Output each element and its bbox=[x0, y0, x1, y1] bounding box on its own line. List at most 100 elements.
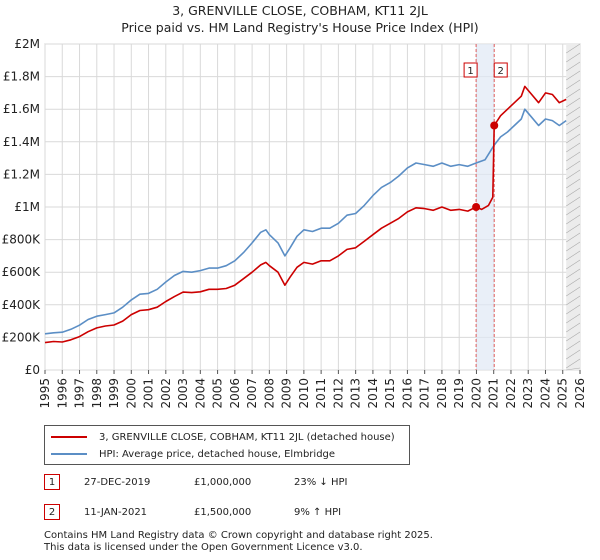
x-tick-label: 2022 bbox=[504, 378, 518, 409]
forecast-hatch bbox=[566, 259, 581, 270]
forecast-hatch bbox=[566, 232, 581, 243]
legend-label-property: 3, GRENVILLE CLOSE, COBHAM, KT11 2JL (de… bbox=[99, 431, 395, 443]
sale-point-2 bbox=[490, 121, 499, 130]
y-tick-label: £1.4M bbox=[3, 135, 40, 149]
sale-date-1: 27-DEC-2019 bbox=[84, 476, 151, 488]
x-tick-label: 2000 bbox=[124, 378, 138, 409]
x-tick-label: 2012 bbox=[331, 378, 345, 409]
sale-price-1: £1,000,000 bbox=[194, 476, 252, 488]
x-tick-label: 2007 bbox=[245, 378, 259, 409]
sale-price-2: £1,500,000 bbox=[194, 506, 252, 518]
series-lines bbox=[44, 85, 567, 344]
x-tick-label: 2015 bbox=[383, 378, 397, 409]
forecast-hatch bbox=[566, 268, 581, 279]
forecast-hatch bbox=[566, 142, 581, 153]
x-tick-label: 2011 bbox=[314, 378, 328, 409]
forecast-hatch bbox=[566, 115, 581, 126]
footer: Contains HM Land Registry data © Crown c… bbox=[44, 530, 433, 554]
x-tick-label: 2005 bbox=[211, 378, 225, 409]
x-tick-label: 2003 bbox=[176, 378, 190, 409]
x-tick-label: 2016 bbox=[400, 378, 414, 409]
forecast-hatch bbox=[566, 214, 581, 225]
forecast-hatch bbox=[566, 43, 581, 54]
x-axis: 1995 1996 1997 1998 1999 2000 2001 2002 2003 2004… bbox=[38, 370, 587, 409]
forecast-hatch bbox=[566, 331, 581, 342]
y-tick-label: £1.6M bbox=[3, 102, 40, 116]
legend-item-hpi: HPI: Average price, detached house, Elmb… bbox=[51, 446, 335, 462]
y-tick-label: £1.8M bbox=[3, 70, 40, 84]
y-tick-label: £2M bbox=[14, 37, 40, 51]
x-tick-label: 2002 bbox=[159, 378, 173, 409]
legend-swatch-property bbox=[51, 436, 87, 438]
forecast-hatch bbox=[566, 286, 581, 297]
x-tick-label: 2009 bbox=[280, 378, 294, 409]
legend-label-hpi: HPI: Average price, detached house, Elmb… bbox=[99, 448, 336, 460]
forecast-hatch bbox=[566, 88, 581, 99]
forecast-hatch bbox=[566, 97, 581, 108]
sale-date-2: 11-JAN-2021 bbox=[84, 506, 148, 518]
sale-label-2: 2 bbox=[498, 66, 504, 77]
forecast-hatch bbox=[566, 358, 581, 369]
legend: 3, GRENVILLE CLOSE, COBHAM, KT11 2JL (de… bbox=[44, 425, 410, 465]
sale-hpi-1: 23% ↓ HPI bbox=[294, 476, 348, 488]
x-tick-label: 2001 bbox=[142, 378, 156, 409]
title-line-1: 3, GRENVILLE CLOSE, COBHAM, KT11 2JL bbox=[172, 3, 428, 18]
x-tick-label: 1995 bbox=[38, 378, 52, 409]
x-tick-label: 2004 bbox=[193, 378, 207, 409]
y-tick-label: £200K bbox=[2, 330, 42, 344]
forecast-hatch bbox=[566, 322, 581, 333]
forecast-hatch bbox=[566, 151, 581, 162]
x-tick-label: 1996 bbox=[55, 378, 69, 409]
sale-row-2: 2 11-JAN-2021 £1,500,000 9% ↑ HPI bbox=[44, 502, 341, 522]
legend-item-property: 3, GRENVILLE CLOSE, COBHAM, KT11 2JL (de… bbox=[51, 429, 395, 445]
title-line-2: Price paid vs. HM Land Registry's House … bbox=[121, 20, 479, 35]
x-tick-label: 2010 bbox=[297, 378, 311, 409]
sale-row-1: 1 27-DEC-2019 £1,000,000 23% ↓ HPI bbox=[44, 472, 347, 492]
sale-label-1: 1 bbox=[467, 66, 473, 77]
x-tick-label: 2008 bbox=[262, 378, 276, 409]
forecast-hatch bbox=[566, 277, 581, 288]
property-price-line bbox=[44, 85, 567, 344]
chart-title: 3, GRENVILLE CLOSE, COBHAM, KT11 2JL Pri… bbox=[0, 2, 600, 36]
legend-swatch-hpi bbox=[51, 453, 87, 455]
forecast-hatch bbox=[566, 205, 581, 216]
x-tick-label: 2019 bbox=[452, 378, 466, 409]
x-tick-label: 2017 bbox=[418, 378, 432, 409]
forecast-hatch bbox=[566, 106, 581, 117]
footer-line-1: Contains HM Land Registry data © Crown c… bbox=[44, 530, 433, 541]
x-tick-label: 2018 bbox=[435, 378, 449, 409]
y-tick-label: £800K bbox=[2, 233, 42, 247]
x-tick-label: 2025 bbox=[556, 378, 570, 409]
forecast-hatch bbox=[566, 313, 581, 324]
forecast-hatch bbox=[566, 304, 581, 315]
x-tick-label: 2024 bbox=[538, 378, 552, 409]
forecast-hatch bbox=[566, 367, 581, 371]
forecast-hatch bbox=[566, 196, 581, 207]
y-axis: £0 £200K £400K £600K £800K £1M £1.2M £1.4M £1.6M… bbox=[2, 37, 42, 377]
forecast-hatch bbox=[566, 169, 581, 180]
y-tick-label: £600K bbox=[2, 265, 42, 279]
sale-hpi-2: 9% ↑ HPI bbox=[294, 506, 342, 518]
x-tick-label: 2026 bbox=[573, 378, 587, 409]
sale-point-1 bbox=[472, 203, 481, 211]
forecast-hatch bbox=[566, 79, 581, 90]
y-tick-label: £1.2M bbox=[3, 167, 40, 181]
x-tick-label: 2021 bbox=[487, 378, 501, 409]
x-tick-label: 1998 bbox=[90, 378, 104, 409]
forecast-hatch bbox=[566, 241, 581, 252]
x-tick-label: 2006 bbox=[228, 378, 242, 409]
forecast-hatch bbox=[566, 349, 581, 360]
y-tick-label: £400K bbox=[2, 298, 42, 312]
forecast-hatch bbox=[566, 70, 581, 81]
forecast-hatch bbox=[566, 187, 581, 198]
sale-badge-1: 1 bbox=[44, 474, 60, 490]
forecast-hatch bbox=[566, 124, 581, 135]
sale-label-box-2 bbox=[493, 62, 508, 78]
x-tick-label: 2013 bbox=[349, 378, 363, 409]
forecast-region bbox=[566, 44, 580, 370]
sale-badge-2: 2 bbox=[44, 504, 60, 520]
x-tick-label: 2020 bbox=[469, 378, 483, 409]
x-tick-label: 2014 bbox=[366, 378, 380, 409]
